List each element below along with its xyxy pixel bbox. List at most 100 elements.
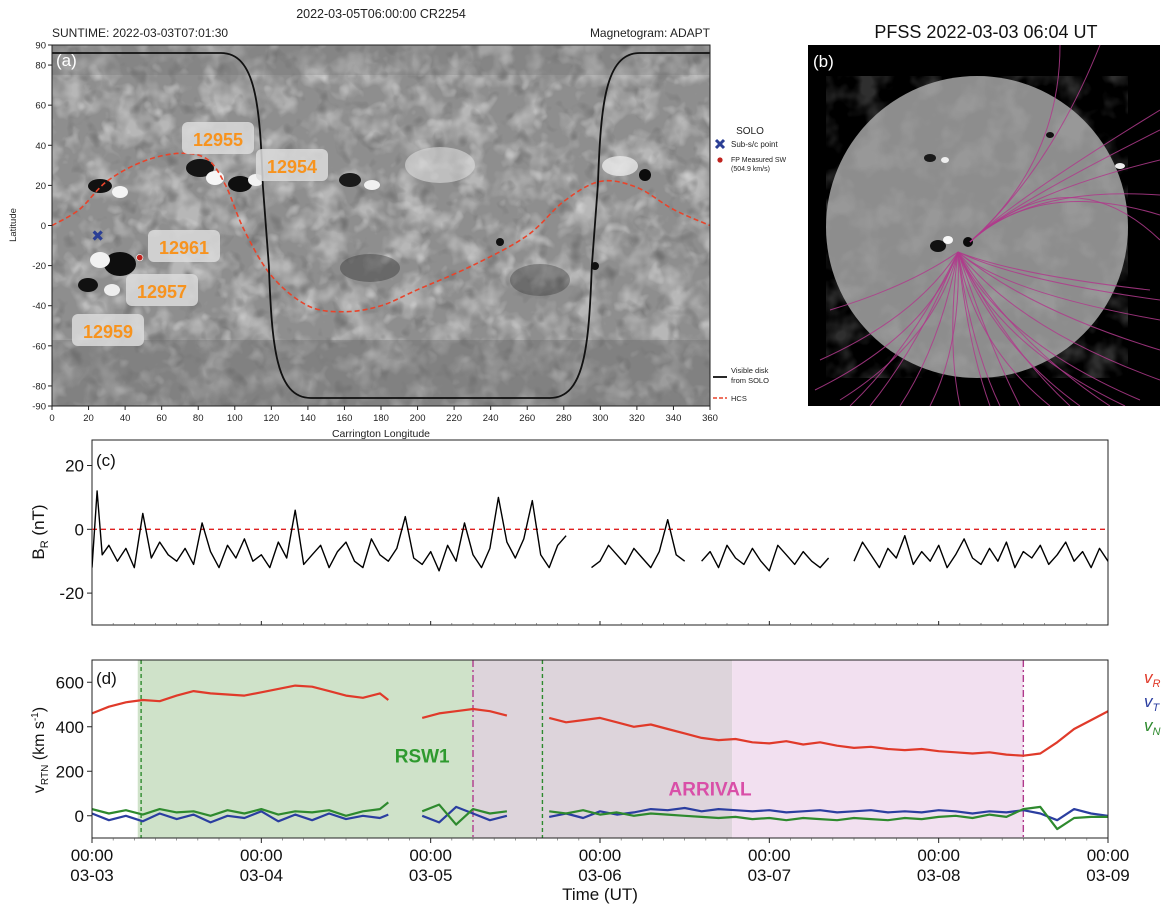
y-tick-label: -80 (32, 381, 46, 392)
active-region-blobs (78, 147, 651, 296)
panel-a-header-left: SUNTIME: 2022-03-03T07:01:30 (52, 26, 228, 40)
field-line (957, 251, 1160, 351)
x-tick-label: 200 (410, 413, 426, 424)
x-tick-label: 340 (666, 413, 682, 424)
y-tick-label: 400 (56, 718, 84, 737)
y-tick-label: 0 (41, 221, 46, 232)
ar-label-text: 12954 (267, 157, 317, 177)
panel-a-xlabel: Carrington Longitude (332, 428, 430, 440)
field-line (952, 251, 961, 406)
y-tick-label: 0 (75, 520, 84, 539)
y-tick-label: -20 (59, 584, 84, 603)
panel-d-tag: (d) (96, 669, 117, 688)
x-tick-date: 03-07 (748, 866, 791, 885)
subsc-legend-icon (714, 138, 726, 150)
panel-a-header-right: Magnetogram: ADAPT (590, 26, 711, 40)
subsc-point-marker (92, 230, 103, 241)
ar-label-text: 12959 (83, 322, 133, 342)
pfss-field-lines (814, 45, 1160, 406)
y-tick-label: -90 (32, 402, 46, 413)
shaded-region (732, 660, 1024, 838)
field-line (849, 251, 959, 406)
series-v-t (421, 805, 508, 824)
y-tick-label: -40 (32, 301, 46, 312)
x-tick-date: 03-06 (578, 866, 621, 885)
y-tick-label: 60 (35, 101, 46, 112)
field-line (957, 251, 1160, 321)
y-tick-label: 0 (75, 807, 84, 826)
x-tick-label: 300 (592, 413, 608, 424)
ylabel-sub: R (39, 540, 51, 548)
series-v-n (421, 803, 508, 826)
x-tick-label: 20 (83, 413, 94, 424)
x-tick-time: 00:00 (748, 846, 791, 865)
panel-d-annotations: RSW1 ARRIVAL (395, 746, 752, 800)
x-tick-time: 00:00 (1087, 846, 1130, 865)
field-line (969, 45, 1061, 243)
x-tick-date: 03-09 (1086, 866, 1129, 885)
event-lines (140, 660, 1025, 838)
svg-text:vRTN (km s-1): vRTN (km s-1) (30, 707, 51, 793)
y-tick-label: 80 (35, 61, 46, 72)
panel-c-x-ticks (91, 621, 1109, 625)
br-segment (853, 535, 1108, 569)
field-line (957, 251, 1001, 406)
x-tick-label: 280 (556, 413, 572, 424)
panel-a-legend-top: SOLO Sub-s/c point FP Measured SW (504.9… (714, 126, 787, 173)
panel-a-legend-bottom: Visible disk from SOLO HCS (713, 366, 769, 403)
legend-fp-line1: FP Measured SW (731, 157, 787, 164)
series-v-r (92, 684, 389, 715)
ylabel-main: B (29, 548, 48, 559)
panel-a: 2022-03-05T06:00:00 CR2254 SUNTIME: 2022… (8, 7, 787, 440)
velocity-series (92, 684, 1108, 831)
x-tick-time: 00:00 (71, 846, 114, 865)
field-line (957, 251, 1141, 401)
panel-c-y-ticks: 20 0 -20 (59, 457, 92, 603)
legend-entry-r: vR (1144, 668, 1161, 690)
field-line (814, 251, 959, 391)
br-segment (92, 490, 567, 572)
annotation-rsw1: RSW1 (395, 746, 450, 767)
field-line (957, 251, 1081, 406)
x-tick-date: 03-05 (409, 866, 452, 885)
panel-d-ylabel: vRTN (km s-1) (30, 707, 51, 793)
br-segment (701, 544, 830, 572)
ylabel-sup: -1 (30, 712, 41, 721)
panel-c: 20 0 -20 (c) BR (nT) (29, 439, 1109, 626)
x-tick-label: 360 (702, 413, 718, 424)
panel-d-x-ticks: 00:0003-0300:0003-0400:0003-0500:0003-06… (70, 838, 1130, 885)
field-line (839, 251, 959, 401)
x-tick-time: 00:00 (240, 846, 283, 865)
panel-c-tag: (c) (96, 451, 116, 470)
x-tick-label: 120 (263, 413, 279, 424)
field-line (957, 251, 1160, 381)
panel-a-x-ticks: 0 20 40 60 80 100 120 140 160 180 200 220 240 260 280 3… (49, 406, 718, 424)
shaded-region (137, 660, 473, 838)
series-v-n (92, 801, 389, 817)
fp-point-marker (136, 254, 144, 262)
x-tick-date: 03-03 (70, 866, 113, 885)
panel-a-y-ticks: 90 80 60 40 20 0 -20 -40 -60 -80 -90 (32, 41, 52, 413)
x-tick-label: 140 (300, 413, 316, 424)
x-tick-date: 03-08 (917, 866, 960, 885)
field-line (829, 251, 959, 311)
y-tick-label: 40 (35, 141, 46, 152)
y-tick-label: -60 (32, 341, 46, 352)
panel-b-tag: (b) (813, 52, 834, 71)
shaded-regions (137, 660, 1024, 838)
panel-a-ylabel: Latitude (8, 208, 19, 242)
x-tick-label: 60 (156, 413, 167, 424)
field-line (957, 251, 1160, 301)
y-tick-label: 20 (65, 457, 84, 476)
y-tick-label: 200 (56, 762, 84, 781)
field-line (957, 251, 1111, 406)
svg-text:BR (nT): BR (nT) (29, 504, 51, 559)
legend-fp-line2: (504.9 km/s) (731, 166, 770, 173)
hcs-curve (52, 152, 710, 313)
ylabel-main: v (31, 785, 48, 793)
legend-entry-n: vN (1144, 716, 1161, 738)
panel-c-frame (91, 439, 1109, 626)
series-v-t (92, 810, 389, 824)
ar-label-text: 12961 (159, 238, 209, 258)
x-tick-label: 220 (446, 413, 462, 424)
